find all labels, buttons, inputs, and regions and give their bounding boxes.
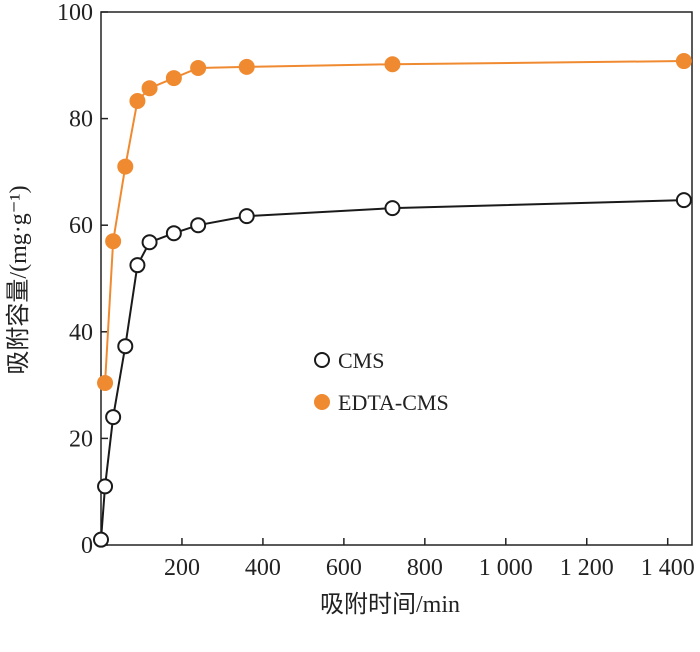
- data-point: [117, 338, 134, 355]
- data-point: [105, 233, 122, 250]
- series-line: [100, 199, 684, 540]
- legend-label: EDTA-CMS: [338, 390, 449, 415]
- x-tick-label: 1 200: [560, 555, 614, 581]
- data-point: [141, 234, 158, 251]
- data-point: [384, 56, 401, 73]
- y-tick-label: 20: [69, 426, 93, 452]
- y-tick-label: 0: [81, 533, 93, 559]
- legend-label: CMS: [338, 348, 384, 373]
- y-axis-label: 吸附容量/(mg·g⁻¹): [5, 185, 32, 374]
- data-point: [165, 70, 182, 87]
- data-point: [165, 225, 182, 242]
- data-point: [190, 217, 207, 234]
- legend-marker: [314, 352, 330, 368]
- y-tick-label: 40: [69, 320, 93, 346]
- data-point: [97, 374, 114, 391]
- series-line: [104, 60, 684, 384]
- x-tick-label: 400: [245, 555, 281, 581]
- data-point: [129, 93, 146, 110]
- legend-marker: [314, 394, 330, 410]
- y-tick-label: 100: [57, 0, 93, 26]
- x-tick-label: 1 400: [641, 555, 695, 581]
- data-point: [384, 200, 401, 217]
- data-point: [141, 80, 158, 97]
- x-tick-label: 200: [164, 555, 200, 581]
- y-tick-label: 60: [69, 213, 93, 239]
- data-point: [105, 409, 122, 426]
- data-point: [238, 208, 255, 225]
- y-tick-label: 80: [69, 107, 93, 133]
- x-tick-label: 600: [326, 555, 362, 581]
- data-point: [238, 58, 255, 75]
- x-tick-label: 1 000: [479, 555, 533, 581]
- data-point: [675, 192, 692, 209]
- data-point: [129, 257, 146, 274]
- data-point: [190, 59, 207, 76]
- plot-frame: [100, 11, 693, 546]
- data-point: [97, 478, 114, 495]
- x-tick-label: 800: [407, 555, 443, 581]
- data-point: [93, 531, 109, 548]
- data-point: [675, 53, 692, 70]
- data-point: [117, 158, 134, 175]
- x-axis-label: 吸附时间/min: [320, 591, 460, 618]
